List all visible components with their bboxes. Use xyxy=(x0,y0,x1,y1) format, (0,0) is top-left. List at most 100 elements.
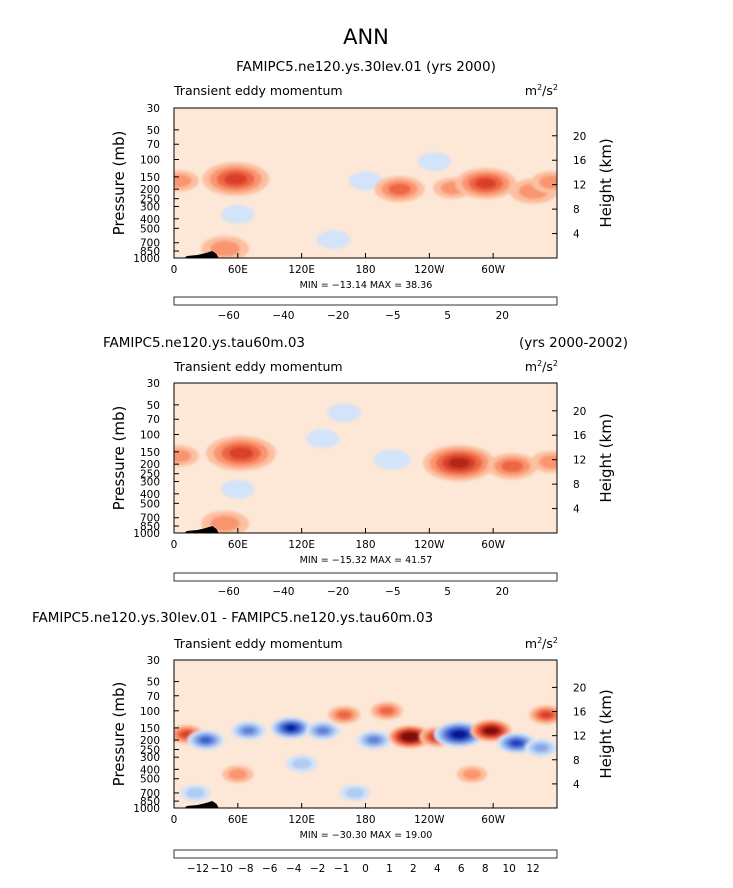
x-tick-label: 180 xyxy=(355,814,375,826)
colorbar-label: 1 xyxy=(386,863,393,875)
colorbar-label: −60 xyxy=(218,310,240,322)
contour-level xyxy=(292,758,312,770)
topography xyxy=(184,251,219,258)
contour-feature xyxy=(174,170,199,192)
contour-feature xyxy=(348,171,383,191)
y-tick-label: 30 xyxy=(147,103,160,115)
height-tick-label: 4 xyxy=(573,229,580,241)
contour-feature xyxy=(339,784,370,802)
contour-level xyxy=(388,183,411,195)
contour-level xyxy=(286,725,296,731)
y-tick-label: 50 xyxy=(147,125,160,137)
y-tick-label: 700 xyxy=(140,513,160,525)
y-tick-label: 850 xyxy=(140,246,160,258)
contour-feature xyxy=(455,167,517,199)
colorbar-label: −8 xyxy=(238,863,253,875)
colorbar-label: 20 xyxy=(496,310,509,322)
contour-level xyxy=(228,768,248,780)
y-tick-label: 700 xyxy=(140,788,160,800)
colorbar-label: −20 xyxy=(327,310,349,322)
contour-feature xyxy=(328,705,361,724)
contour-feature xyxy=(270,716,312,739)
y-tick-label: 70 xyxy=(147,139,160,151)
contour-level xyxy=(501,460,524,473)
x-tick-label: 120E xyxy=(288,264,315,276)
contour-feature xyxy=(529,705,557,725)
colorbar-label: −10 xyxy=(211,863,233,875)
y-tick-label: 50 xyxy=(147,677,160,689)
y-tick-label: 400 xyxy=(140,764,160,776)
y-tick-label: 400 xyxy=(140,489,160,501)
topography xyxy=(184,526,219,533)
y-tick-label: 300 xyxy=(140,752,160,764)
y-tick-label: 850 xyxy=(140,796,160,808)
y-tick-label: 50 xyxy=(147,400,160,412)
contour-level xyxy=(224,173,248,185)
contour-feature xyxy=(388,725,432,749)
chart-title: FAMIPC5.ne120.ys.tau60m.03 xyxy=(103,335,305,351)
contour-feature xyxy=(174,445,199,467)
colorbar-label: −40 xyxy=(272,586,294,598)
x-tick-label: 180 xyxy=(355,264,375,276)
x-tick-label: 120W xyxy=(414,539,445,551)
contour-level xyxy=(462,769,482,780)
colorbar-label: 4 xyxy=(434,863,441,875)
colorbar: −60 −40 −20 −5 5 20 xyxy=(173,296,558,322)
height-tick-label: 8 xyxy=(573,479,580,491)
contour-level xyxy=(540,711,553,719)
colorbar-label: 12 xyxy=(526,863,539,875)
contour-level xyxy=(174,174,192,188)
x-tick-label: 120E xyxy=(288,539,315,551)
units-label: m2/s2 xyxy=(525,636,558,651)
contour-level xyxy=(368,736,381,744)
y-tick-label: 150 xyxy=(140,723,160,735)
y-tick-label: 200 xyxy=(140,459,160,471)
contour-level xyxy=(210,240,240,257)
contour-level xyxy=(454,732,464,737)
x-tick-label: 60E xyxy=(228,264,248,276)
colorbar-label: −20 xyxy=(327,586,349,598)
y-tick-label: 100 xyxy=(140,706,160,718)
y-tick-label: 200 xyxy=(140,735,160,747)
contour-level xyxy=(200,737,212,743)
colorbar-label: −60 xyxy=(218,586,240,598)
y-axis-title: Pressure (mb) xyxy=(110,682,128,787)
y-tick-label: 1000 xyxy=(133,253,160,265)
contour-feature xyxy=(187,730,225,751)
height-tick-label: 12 xyxy=(573,180,586,192)
colorbar-label: 2 xyxy=(410,863,417,875)
right-axis-title: Height (km) xyxy=(597,413,615,502)
contour-level xyxy=(316,727,329,734)
contour-level xyxy=(345,787,365,799)
contour-feature xyxy=(370,701,403,720)
contour-level xyxy=(210,515,240,532)
colorbar-label: −1 xyxy=(334,863,349,875)
y-tick-label: 500 xyxy=(140,774,160,786)
colorbar-label: −5 xyxy=(385,586,400,598)
height-tick-label: 16 xyxy=(573,430,587,442)
contour-level xyxy=(348,171,383,191)
x-tick-label: 0 xyxy=(171,814,178,826)
contour-feature xyxy=(202,162,270,196)
contour-level xyxy=(185,787,205,799)
contour-level xyxy=(221,204,255,224)
height-tick-label: 4 xyxy=(573,504,580,516)
min-max-label: MIN = −15.32 MAX = 41.57 xyxy=(300,555,433,566)
contour-feature xyxy=(373,449,411,470)
contour-feature xyxy=(327,403,362,422)
chart-panel-2: FAMIPC5.ne120.ys.tau60m.03 (yrs 2000-2002… xyxy=(103,335,628,598)
x-tick-label: 120W xyxy=(414,264,445,276)
x-tick-label: 60E xyxy=(228,814,248,826)
y-tick-label: 1000 xyxy=(133,528,160,540)
units-label: m2/s2 xyxy=(525,359,558,374)
x-tick-label: 0 xyxy=(171,539,178,551)
height-tick-label: 8 xyxy=(573,204,580,216)
height-tick-label: 20 xyxy=(573,131,586,143)
colorbar-label: 20 xyxy=(496,586,509,598)
height-tick-label: 12 xyxy=(573,455,586,467)
y-axis-title: Pressure (mb) xyxy=(110,406,128,511)
y-tick-label: 100 xyxy=(140,430,160,442)
contour-level xyxy=(379,706,394,715)
contour-level xyxy=(221,479,255,499)
contour-feature xyxy=(456,765,487,783)
